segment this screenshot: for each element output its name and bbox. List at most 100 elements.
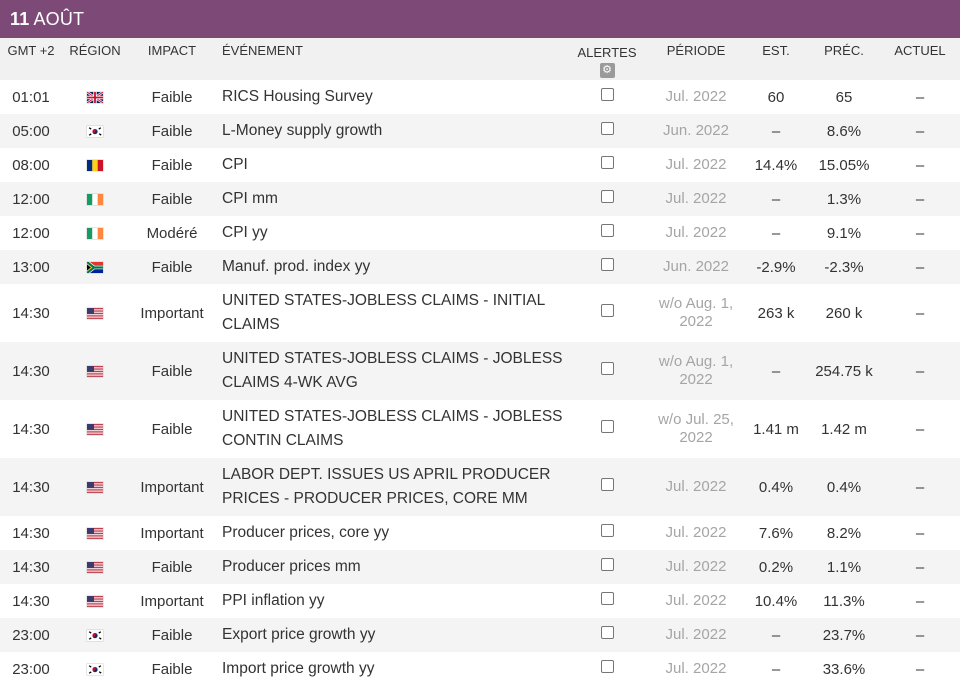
flag-ie-icon (87, 227, 103, 239)
row-event[interactable]: Manuf. prod. index yy (222, 258, 371, 275)
flag-ro-icon (87, 159, 103, 171)
alert-checkbox[interactable] (600, 591, 614, 605)
row-event[interactable]: UNITED STATES-JOBLESS CLAIMS - INITIAL C… (222, 292, 545, 333)
alert-checkbox[interactable] (600, 523, 614, 537)
alert-checkbox[interactable] (600, 155, 614, 169)
row-impact: Modéré (146, 224, 198, 242)
table-row[interactable]: 14:30 Important PPI inflation yy Jul. 20… (0, 584, 960, 618)
row-actual: – (915, 420, 925, 438)
row-event[interactable]: Import price growth yy (222, 660, 375, 677)
row-event[interactable]: Producer prices, core yy (222, 524, 390, 541)
row-actual: – (915, 258, 925, 276)
row-region-flag (62, 250, 128, 284)
row-prec: 15.05% (818, 156, 870, 174)
alert-checkbox[interactable] (600, 557, 614, 571)
row-est: 7.6% (758, 524, 794, 542)
header-alerts-label: ALERTES (577, 45, 637, 60)
row-alert (566, 250, 648, 284)
row-alert (566, 148, 648, 182)
table-row[interactable]: 23:00 Faible Export price growth yy Jul.… (0, 618, 960, 652)
row-region-flag (62, 652, 128, 686)
alert-checkbox[interactable] (600, 419, 614, 433)
table-row[interactable]: 13:00 Faible Manuf. prod. index yy Jun. … (0, 250, 960, 284)
row-est: 0.4% (758, 478, 794, 496)
table-row[interactable]: 05:00 Faible L-Money supply growth Jun. … (0, 114, 960, 148)
row-event[interactable]: CPI mm (222, 190, 278, 207)
row-region-flag (62, 516, 128, 550)
row-est: 14.4% (754, 156, 798, 174)
row-alert (566, 400, 648, 458)
row-prec: -2.3% (824, 258, 864, 276)
alert-checkbox[interactable] (600, 625, 614, 639)
table-row[interactable]: 14:30 Important LABOR DEPT. ISSUES US AP… (0, 458, 960, 516)
flag-za-icon (87, 261, 103, 273)
row-alert (566, 114, 648, 148)
row-alert (566, 284, 648, 342)
row-time: 14:30 (12, 558, 50, 576)
table-row[interactable]: 23:00 Faible Import price growth yy Jul.… (0, 652, 960, 686)
row-event[interactable]: UNITED STATES-JOBLESS CLAIMS - JOBLESS C… (222, 408, 563, 449)
header-alerts: ALERTES ⚙ (566, 38, 648, 80)
row-actual: – (915, 660, 925, 678)
alert-checkbox[interactable] (600, 121, 614, 135)
row-period: Jun. 2022 (663, 258, 729, 275)
row-prec: 8.2% (826, 524, 862, 542)
table-row[interactable]: 14:30 Faible UNITED STATES-JOBLESS CLAIM… (0, 400, 960, 458)
gear-icon[interactable]: ⚙ (599, 63, 615, 78)
row-alert (566, 80, 648, 114)
row-actual: – (915, 558, 925, 576)
row-event[interactable]: UNITED STATES-JOBLESS CLAIMS - JOBLESS C… (222, 350, 563, 391)
row-region-flag (62, 618, 128, 652)
table-row[interactable]: 12:00 Modéré CPI yy Jul. 2022 – 9.1% – (0, 216, 960, 250)
row-event[interactable]: RICS Housing Survey (222, 88, 373, 105)
row-event[interactable]: CPI yy (222, 224, 268, 241)
flag-gb-icon (87, 91, 103, 103)
row-impact: Faible (151, 156, 193, 174)
row-time: 14:30 (12, 524, 50, 542)
date-banner: 11 AOÛT (0, 0, 960, 38)
flag-kr-icon (87, 125, 103, 137)
table-row[interactable]: 14:30 Faible Producer prices mm Jul. 202… (0, 550, 960, 584)
row-actual: – (915, 478, 925, 496)
header-region: RÉGION (69, 43, 121, 58)
row-time: 14:30 (12, 478, 50, 496)
row-event[interactable]: Producer prices mm (222, 558, 361, 575)
alert-checkbox[interactable] (600, 257, 614, 271)
table-row[interactable]: 14:30 Important Producer prices, core yy… (0, 516, 960, 550)
table-row[interactable]: 12:00 Faible CPI mm Jul. 2022 – 1.3% – (0, 182, 960, 216)
alert-checkbox[interactable] (600, 659, 614, 673)
alert-checkbox[interactable] (600, 477, 614, 491)
row-prec: 65 (835, 88, 853, 106)
row-time: 13:00 (12, 258, 50, 276)
row-actual: – (915, 626, 925, 644)
row-alert (566, 550, 648, 584)
row-est: – (771, 362, 781, 380)
table-row[interactable]: 08:00 Faible CPI Jul. 2022 14.4% 15.05% … (0, 148, 960, 182)
row-impact: Faible (151, 420, 193, 438)
row-event[interactable]: Export price growth yy (222, 626, 376, 643)
flag-us-icon (87, 527, 103, 539)
alert-checkbox[interactable] (600, 223, 614, 237)
row-alert (566, 652, 648, 686)
row-event[interactable]: CPI (222, 156, 248, 173)
row-prec: 11.3% (823, 592, 865, 610)
alert-checkbox[interactable] (600, 303, 614, 317)
table-row[interactable]: 01:01 Faible RICS Housing Survey Jul. 20… (0, 80, 960, 114)
row-actual: – (915, 304, 925, 322)
table-row[interactable]: 14:30 Faible UNITED STATES-JOBLESS CLAIM… (0, 342, 960, 400)
row-impact: Important (140, 304, 204, 322)
row-event[interactable]: LABOR DEPT. ISSUES US APRIL PRODUCER PRI… (222, 466, 551, 507)
row-actual: – (915, 592, 925, 610)
alert-checkbox[interactable] (600, 87, 614, 101)
row-event[interactable]: L-Money supply growth (222, 122, 383, 139)
alert-checkbox[interactable] (600, 189, 614, 203)
row-impact: Important (140, 592, 204, 610)
row-alert (566, 216, 648, 250)
date-day: 11 (10, 8, 30, 29)
row-period: w/o Aug. 1, 2022 (658, 353, 734, 388)
row-prec: 1.1% (826, 558, 862, 576)
row-event[interactable]: PPI inflation yy (222, 592, 325, 609)
alert-checkbox[interactable] (600, 361, 614, 375)
date-month: AOÛT (33, 8, 85, 29)
table-row[interactable]: 14:30 Important UNITED STATES-JOBLESS CL… (0, 284, 960, 342)
